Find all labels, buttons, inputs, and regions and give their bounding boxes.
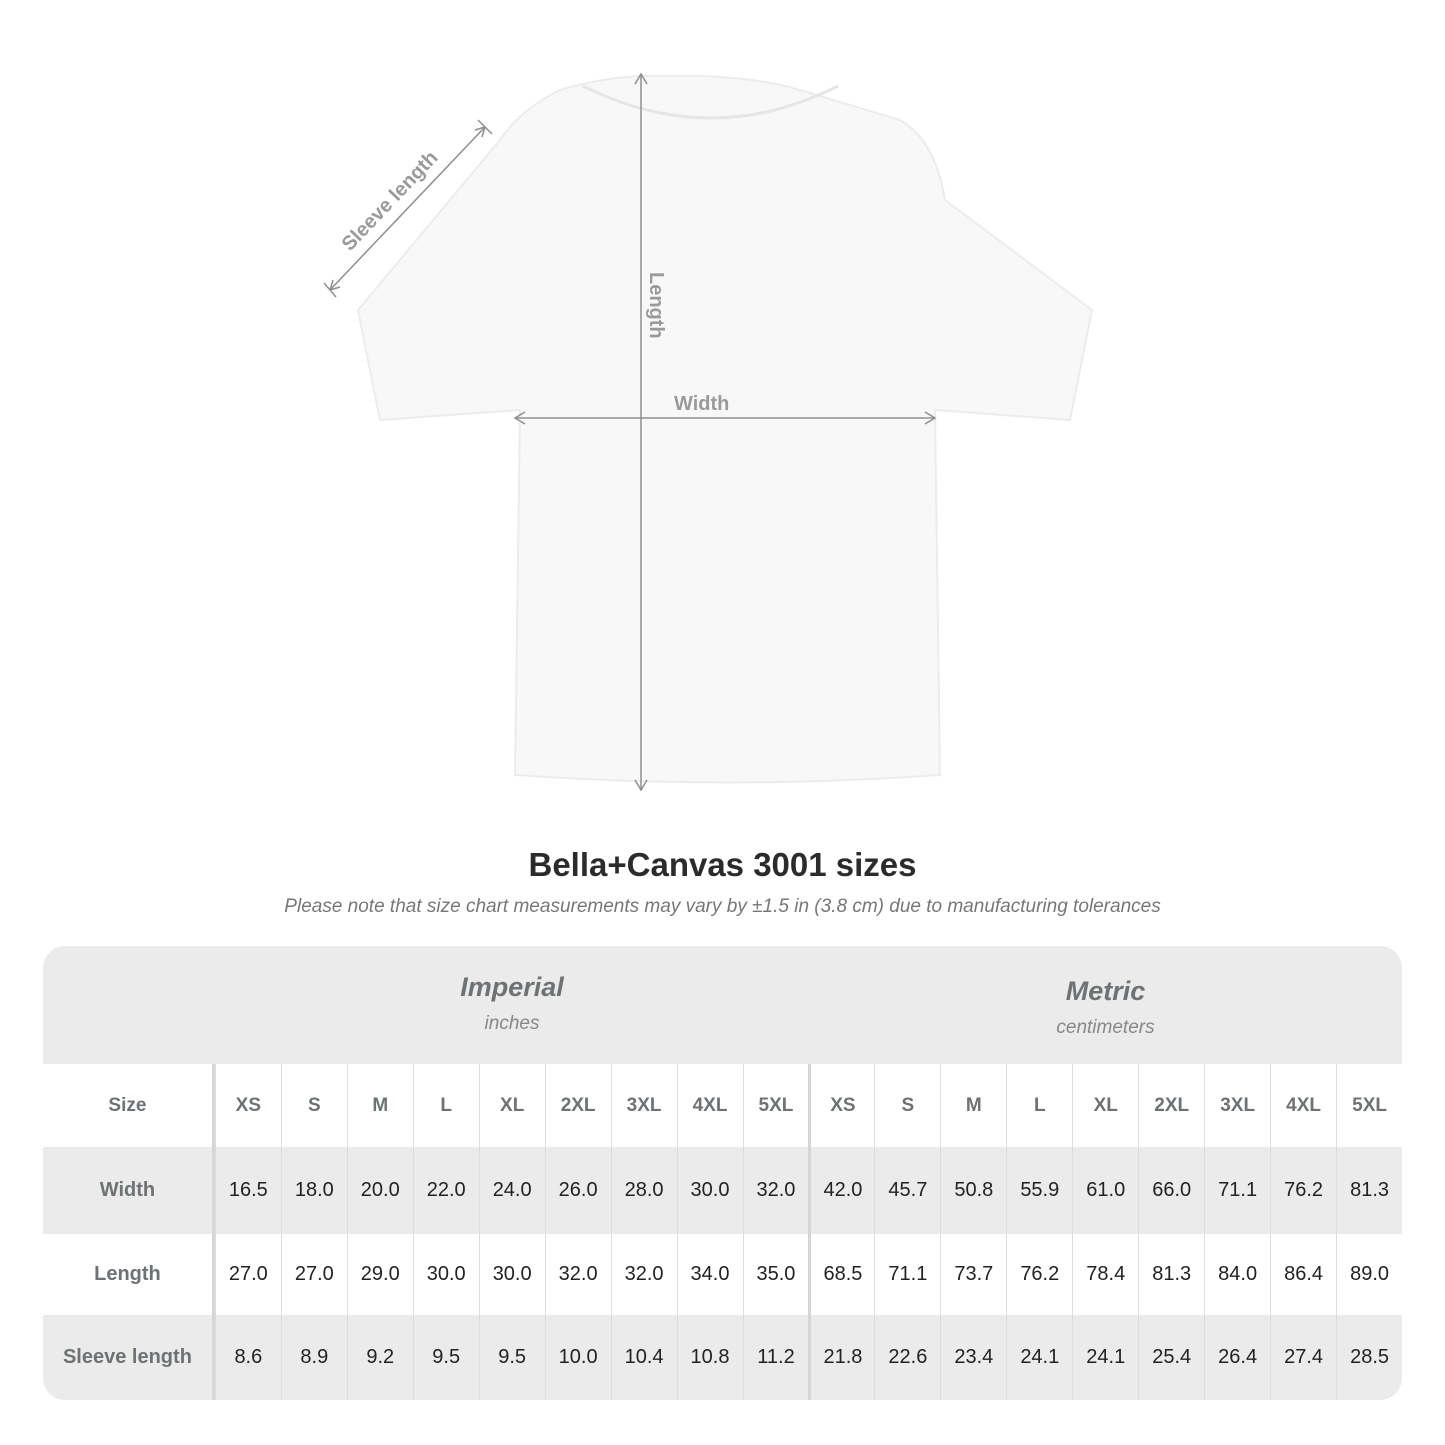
table-cell: 34.0: [676, 1234, 743, 1315]
table-cell: 71.1: [1204, 1147, 1270, 1234]
size-header: XL: [1072, 1064, 1138, 1147]
table-cell: 8.6: [214, 1315, 281, 1400]
size-header: XL: [478, 1064, 545, 1147]
size-header: 4XL: [1270, 1064, 1336, 1147]
table-cell: 26.0: [544, 1147, 611, 1234]
table-row: Length 27.0 27.0 29.0 30.0 30.0 32.0 32.0 34.0 35…: [43, 1234, 1402, 1315]
table-cell: 81.3: [1336, 1147, 1402, 1234]
table-cell: 27.0: [280, 1234, 347, 1315]
table-cell: 68.5: [808, 1234, 874, 1315]
table-cell: 76.2: [1270, 1147, 1336, 1234]
table-cell: 45.7: [874, 1147, 940, 1234]
table-cell: 76.2: [1006, 1234, 1072, 1315]
size-table: Imperial inches Metric centimeters Size X…: [43, 946, 1402, 1400]
table-cell: 18.0: [280, 1147, 347, 1234]
table-cell: 9.5: [412, 1315, 479, 1400]
table-cell: 32.0: [610, 1234, 677, 1315]
table-cell: 9.5: [478, 1315, 545, 1400]
tolerance-note: Please note that size chart measurements…: [284, 896, 1161, 917]
table-cell: 23.4: [940, 1315, 1006, 1400]
table-cell: 25.4: [1138, 1315, 1204, 1400]
size-header: 3XL: [1204, 1064, 1270, 1147]
row-label: Sleeve length: [43, 1315, 215, 1400]
table-cell: 24.0: [478, 1147, 545, 1234]
size-header-row: Size XS S M L XL 2XL 3XL 4XL 5XL XS S M L XL 2XL 3XL 4XL 5…: [43, 1064, 1402, 1147]
table-cell: 9.2: [346, 1315, 413, 1400]
table-cell: 28.5: [1336, 1315, 1402, 1400]
table-cell: 10.8: [676, 1315, 743, 1400]
table-cell: 21.8: [808, 1315, 874, 1400]
table-cell: 32.0: [742, 1147, 809, 1234]
row-label: Size: [43, 1064, 215, 1147]
size-header: M: [346, 1064, 413, 1147]
size-header: 4XL: [676, 1064, 743, 1147]
table-cell: 10.4: [610, 1315, 677, 1400]
table-cell: 20.0: [346, 1147, 413, 1234]
table-cell: 61.0: [1072, 1147, 1138, 1234]
table-cell: 29.0: [346, 1234, 413, 1315]
table-cell: 30.0: [676, 1147, 743, 1234]
table-cell: 73.7: [940, 1234, 1006, 1315]
table-row: Width 16.5 18.0 20.0 22.0 24.0 26.0 28.0 30.0 32.…: [43, 1147, 1402, 1234]
table-cell: 8.9: [280, 1315, 347, 1400]
size-header: S: [280, 1064, 347, 1147]
table-cell: 78.4: [1072, 1234, 1138, 1315]
size-header: 3XL: [610, 1064, 677, 1147]
table-cell: 71.1: [874, 1234, 940, 1315]
width-label: Width: [674, 393, 729, 415]
table-cell: 35.0: [742, 1234, 809, 1315]
size-header: 5XL: [742, 1064, 809, 1147]
table-cell: 86.4: [1270, 1234, 1336, 1315]
table-cell: 89.0: [1336, 1234, 1402, 1315]
table-cell: 22.6: [874, 1315, 940, 1400]
table-cell: 24.1: [1072, 1315, 1138, 1400]
table-cell: 26.4: [1204, 1315, 1270, 1400]
table-row: Sleeve length 8.6 8.9 9.2 9.5 9.5 10.0 10.4 10.8…: [43, 1315, 1402, 1400]
table-cell: 27.4: [1270, 1315, 1336, 1400]
table-cell: 28.0: [610, 1147, 677, 1234]
table-cell: 55.9: [1006, 1147, 1072, 1234]
size-header: XS: [808, 1064, 874, 1147]
table-cell: 66.0: [1138, 1147, 1204, 1234]
length-label: Length: [645, 272, 667, 339]
tshirt-shape: [356, 75, 1094, 784]
imperial-header: Imperial inches: [460, 972, 564, 1034]
table-cell: 30.0: [478, 1234, 545, 1315]
page-title: Bella+Canvas 3001 sizes: [528, 846, 917, 883]
table-cell: 24.1: [1006, 1315, 1072, 1400]
table-cell: 16.5: [214, 1147, 281, 1234]
table-cell: 27.0: [214, 1234, 281, 1315]
size-header: L: [412, 1064, 479, 1147]
table-cell: 30.0: [412, 1234, 479, 1315]
size-header: M: [940, 1064, 1006, 1147]
table-cell: 81.3: [1138, 1234, 1204, 1315]
table-cell: 22.0: [412, 1147, 479, 1234]
table-cell: 84.0: [1204, 1234, 1270, 1315]
size-header: XS: [214, 1064, 281, 1147]
size-header: 2XL: [1138, 1064, 1204, 1147]
table-cell: 10.0: [544, 1315, 611, 1400]
size-header: 5XL: [1336, 1064, 1402, 1147]
table-cell: 32.0: [544, 1234, 611, 1315]
table-cell: 11.2: [742, 1315, 809, 1400]
row-label: Length: [43, 1234, 215, 1315]
table-cell: 50.8: [940, 1147, 1006, 1234]
table-cell: 42.0: [808, 1147, 874, 1234]
tshirt-diagram: Sleeve length Length Width: [323, 72, 1094, 792]
size-header: S: [874, 1064, 940, 1147]
row-label: Width: [43, 1147, 215, 1234]
metric-header: Metric centimeters: [1056, 976, 1155, 1038]
size-header: 2XL: [544, 1064, 611, 1147]
size-header: L: [1006, 1064, 1072, 1147]
